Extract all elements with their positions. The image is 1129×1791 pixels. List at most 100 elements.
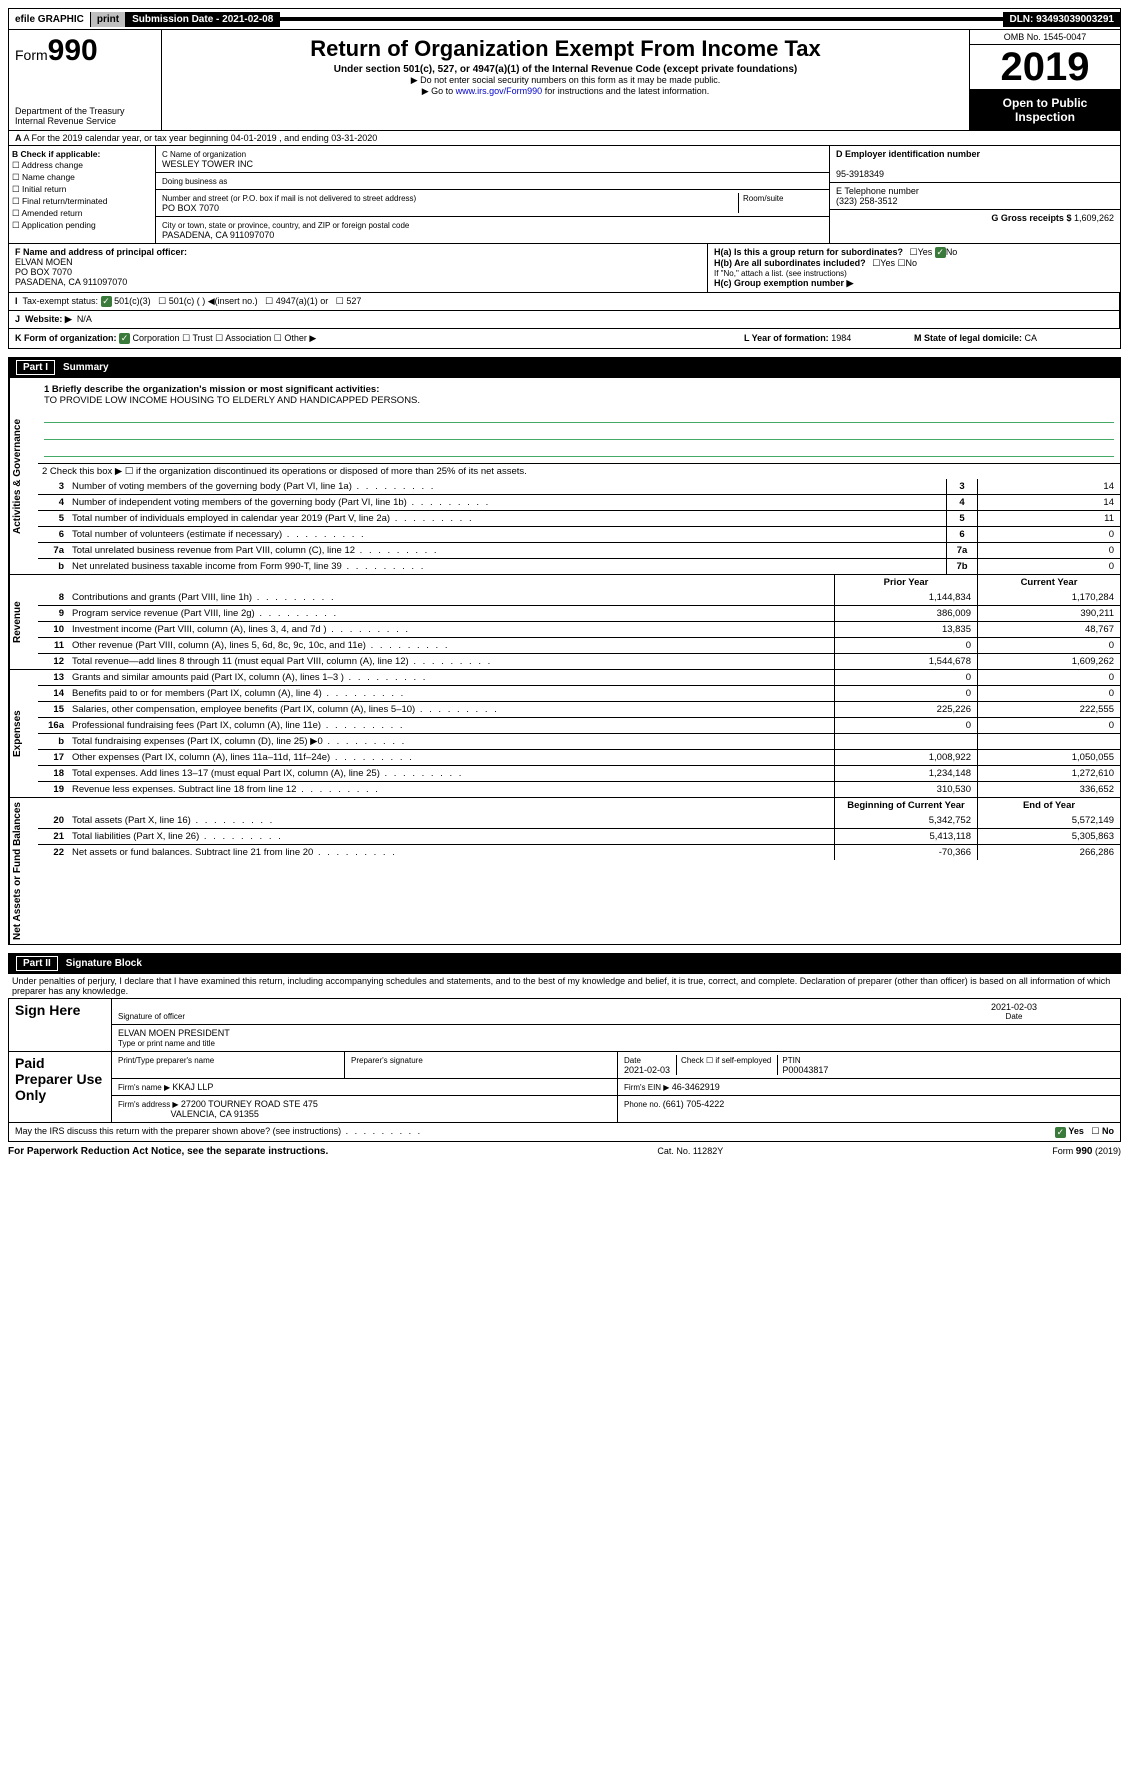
part1-header: Part ISummary bbox=[8, 357, 1121, 378]
line-value: 11 bbox=[977, 511, 1120, 526]
omb-number: OMB No. 1545-0047 bbox=[970, 30, 1120, 45]
line-desc: Total number of volunteers (estimate if … bbox=[68, 527, 946, 542]
topbar-spacer bbox=[280, 17, 1003, 21]
line-num: 11 bbox=[38, 638, 68, 653]
dln-label: DLN: 93493039003291 bbox=[1003, 12, 1120, 27]
address-cell: Number and street (or P.O. box if mail i… bbox=[156, 190, 829, 217]
prior-year-value: 386,009 bbox=[834, 606, 977, 621]
prior-year-value bbox=[834, 734, 977, 749]
form-number: Form990 bbox=[15, 34, 155, 68]
row-a-tax-year: A A For the 2019 calendar year, or tax y… bbox=[8, 131, 1121, 146]
line-value: 0 bbox=[977, 527, 1120, 542]
dept-label: Department of the Treasury Internal Reve… bbox=[15, 106, 155, 126]
row-f-h: F Name and address of principal officer:… bbox=[8, 244, 1121, 293]
form-subtitle: Under section 501(c), 527, or 4947(a)(1)… bbox=[166, 64, 965, 75]
print-button[interactable]: print bbox=[91, 12, 126, 27]
line-value: 14 bbox=[977, 495, 1120, 510]
line-num: 14 bbox=[38, 686, 68, 701]
line-desc: Investment income (Part VIII, column (A)… bbox=[68, 622, 834, 637]
line-box: 6 bbox=[946, 527, 977, 542]
form-title: Return of Organization Exempt From Incom… bbox=[166, 36, 965, 62]
q2-label: 2 Check this box ▶ ☐ if the organization… bbox=[38, 464, 1120, 479]
phone-cell: E Telephone number(323) 258-3512 bbox=[830, 183, 1120, 210]
current-year-value: 1,170,284 bbox=[977, 590, 1120, 605]
line-num: 15 bbox=[38, 702, 68, 717]
top-bar: efile GRAPHIC print Submission Date - 20… bbox=[8, 8, 1121, 30]
form-note-ssn: ▶ Do not enter social security numbers o… bbox=[166, 75, 965, 86]
side-label-revenue: Revenue bbox=[9, 575, 38, 669]
info-grid: B Check if applicable: ☐ Address change … bbox=[8, 146, 1121, 244]
line-value: 0 bbox=[977, 559, 1120, 574]
irs-link[interactable]: www.irs.gov/Form990 bbox=[456, 86, 543, 96]
prior-year-value: 5,342,752 bbox=[834, 813, 977, 828]
prior-year-value: 5,413,118 bbox=[834, 829, 977, 844]
cat-no: Cat. No. 11282Y bbox=[657, 1146, 723, 1157]
current-year-value: 1,050,055 bbox=[977, 750, 1120, 765]
current-year-value: 336,652 bbox=[977, 782, 1120, 797]
line-box: 4 bbox=[946, 495, 977, 510]
side-label-net-assets: Net Assets or Fund Balances bbox=[9, 798, 38, 944]
line-num: 22 bbox=[38, 845, 68, 860]
checkbox-amended[interactable]: ☐ Amended return bbox=[12, 208, 152, 219]
line-desc: Number of voting members of the governin… bbox=[68, 479, 946, 494]
line-desc: Total unrelated business revenue from Pa… bbox=[68, 543, 946, 558]
line-desc: Total liabilities (Part X, line 26) bbox=[68, 829, 834, 844]
submission-date-label: Submission Date - 2021-02-08 bbox=[126, 12, 280, 27]
prior-year-value: 13,835 bbox=[834, 622, 977, 637]
line-num: 9 bbox=[38, 606, 68, 621]
line-box: 5 bbox=[946, 511, 977, 526]
check-icon: ✓ bbox=[119, 333, 130, 344]
line-num: 16a bbox=[38, 718, 68, 733]
line-num: 3 bbox=[38, 479, 68, 494]
paid-preparer-label: Paid Preparer Use Only bbox=[9, 1052, 112, 1123]
hdr-end: End of Year bbox=[977, 798, 1120, 813]
checkbox-initial-return[interactable]: ☐ Initial return bbox=[12, 184, 152, 195]
prior-year-value: 1,544,678 bbox=[834, 654, 977, 669]
row-k: K Form of organization: ✓ Corporation ☐ … bbox=[8, 329, 1121, 349]
current-year-value: 266,286 bbox=[977, 845, 1120, 860]
line-num: 20 bbox=[38, 813, 68, 828]
firm-name: KKAJ LLP bbox=[172, 1082, 213, 1092]
group-return: H(a) Is this a group return for subordin… bbox=[708, 244, 1120, 292]
line-num: 7a bbox=[38, 543, 68, 558]
prior-year-value: 310,530 bbox=[834, 782, 977, 797]
tax-year: 2019 bbox=[970, 45, 1120, 90]
part2-header: Part IISignature Block bbox=[8, 953, 1121, 974]
checkbox-application-pending[interactable]: ☐ Application pending bbox=[12, 220, 152, 231]
prior-year-value: 0 bbox=[834, 638, 977, 653]
org-name: WESLEY TOWER INC bbox=[162, 159, 253, 169]
line-num: 12 bbox=[38, 654, 68, 669]
prior-year-value: 0 bbox=[834, 718, 977, 733]
current-year-value: 0 bbox=[977, 638, 1120, 653]
sign-here-label: Sign Here bbox=[9, 999, 112, 1052]
mission-text: TO PROVIDE LOW INCOME HOUSING TO ELDERLY… bbox=[44, 395, 420, 406]
form-ref: Form 990 (2019) bbox=[1052, 1146, 1121, 1157]
part1-body: Activities & Governance 1 Briefly descri… bbox=[8, 378, 1121, 945]
line-num: 10 bbox=[38, 622, 68, 637]
line-num: 8 bbox=[38, 590, 68, 605]
line-desc: Benefits paid to or for members (Part IX… bbox=[68, 686, 834, 701]
checkbox-address-change[interactable]: ☐ Address change bbox=[12, 160, 152, 171]
line-num: 18 bbox=[38, 766, 68, 781]
prior-year-value: 225,226 bbox=[834, 702, 977, 717]
prior-year-value: -70,366 bbox=[834, 845, 977, 860]
checkbox-final-return[interactable]: ☐ Final return/terminated bbox=[12, 196, 152, 207]
form-note-link: ▶ Go to www.irs.gov/Form990 for instruct… bbox=[166, 86, 965, 97]
line-box: 7a bbox=[946, 543, 977, 558]
col-b-checkboxes: B Check if applicable: ☐ Address change … bbox=[9, 146, 156, 243]
pra-notice: For Paperwork Reduction Act Notice, see … bbox=[8, 1146, 328, 1157]
footer: For Paperwork Reduction Act Notice, see … bbox=[8, 1142, 1121, 1157]
prior-year-value: 1,234,148 bbox=[834, 766, 977, 781]
line-desc: Total assets (Part X, line 16) bbox=[68, 813, 834, 828]
current-year-value: 5,572,149 bbox=[977, 813, 1120, 828]
current-year-value: 1,272,610 bbox=[977, 766, 1120, 781]
checkbox-name-change[interactable]: ☐ Name change bbox=[12, 172, 152, 183]
line-desc: Program service revenue (Part VIII, line… bbox=[68, 606, 834, 621]
perjury-declaration: Under penalties of perjury, I declare th… bbox=[8, 974, 1121, 998]
current-year-value: 390,211 bbox=[977, 606, 1120, 621]
form-header: Form990 Department of the Treasury Inter… bbox=[8, 30, 1121, 131]
hdr-beginning: Beginning of Current Year bbox=[834, 798, 977, 813]
line-desc: Other expenses (Part IX, column (A), lin… bbox=[68, 750, 834, 765]
city-cell: City or town, state or province, country… bbox=[156, 217, 829, 243]
line-desc: Salaries, other compensation, employee b… bbox=[68, 702, 834, 717]
